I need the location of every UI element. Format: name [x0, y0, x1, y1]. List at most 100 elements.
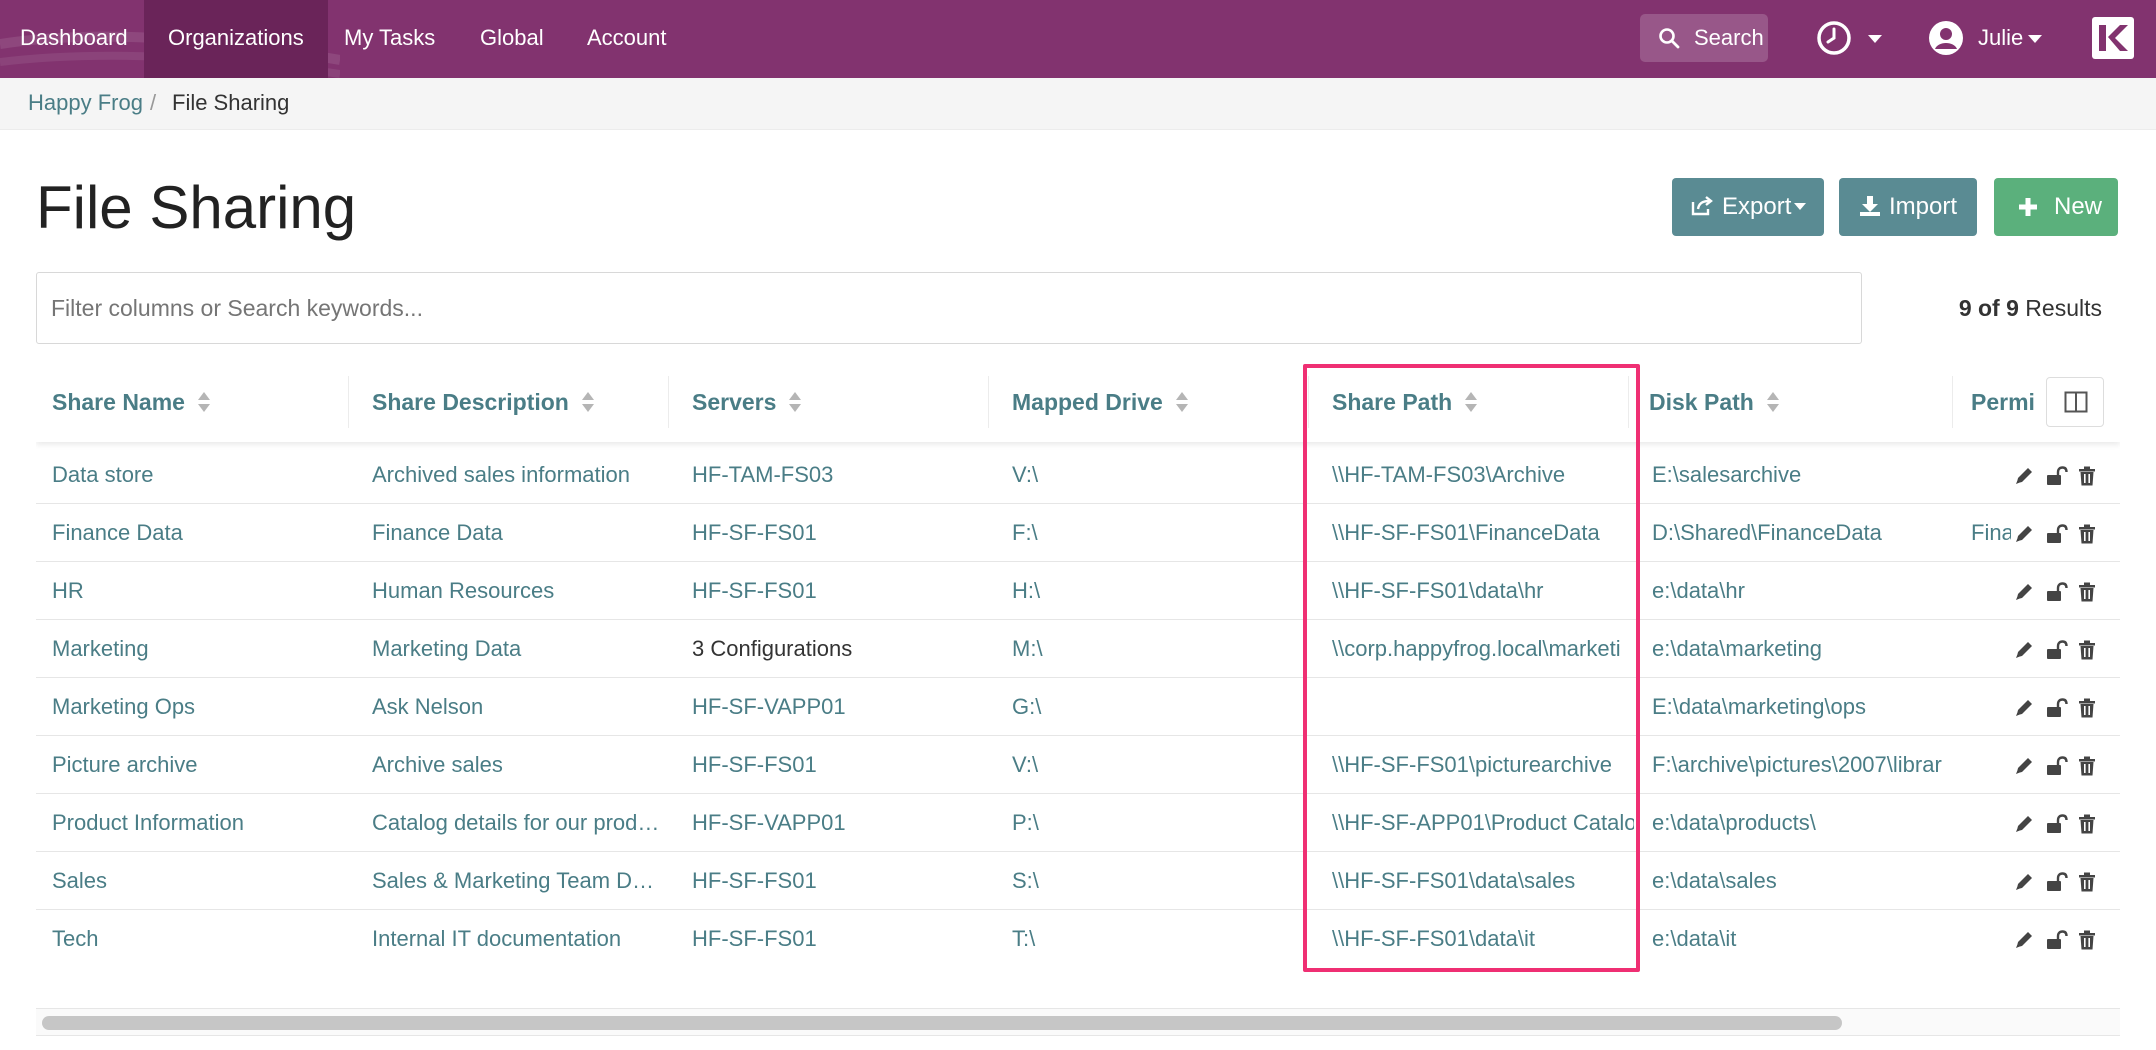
col-header-share-description[interactable]: Share Description [372, 362, 595, 442]
cell-servers[interactable]: HF-SF-FS01 [692, 752, 817, 777]
history-dropdown-caret[interactable] [1868, 35, 1882, 43]
unlock-icon[interactable] [2046, 930, 2068, 950]
cell-servers[interactable]: HF-SF-FS01 [692, 868, 817, 893]
cell-share-name[interactable]: Data store [52, 462, 154, 487]
cell-share-path[interactable]: \\HF-SF-FS01\data\it [1332, 926, 1535, 951]
edit-icon[interactable] [2014, 640, 2034, 660]
trash-icon[interactable] [2078, 814, 2096, 834]
cell-permissions[interactable] [1971, 678, 2011, 736]
cell-share-path[interactable]: \\HF-TAM-FS03\Archive [1332, 462, 1566, 487]
cell-mapped-drive[interactable]: M:\ [1012, 636, 1043, 661]
cell-share-path[interactable]: \\HF-SF-APP01\Product Catalo [1332, 810, 1634, 835]
unlock-icon[interactable] [2046, 582, 2068, 602]
cell-share-name[interactable]: HR [52, 578, 84, 603]
user-dropdown-caret[interactable] [2028, 35, 2042, 43]
cell-servers[interactable]: HF-SF-FS01 [692, 926, 817, 951]
cell-permissions[interactable] [1971, 910, 2011, 967]
cell-share-path[interactable]: \\HF-SF-FS01\FinanceData [1332, 520, 1600, 545]
cell-permissions[interactable] [1971, 794, 2011, 852]
edit-icon[interactable] [2014, 582, 2034, 602]
cell-disk-path[interactable]: e:\data\hr [1652, 578, 1745, 603]
edit-icon[interactable] [2014, 698, 2034, 718]
edit-icon[interactable] [2014, 872, 2034, 892]
new-button[interactable]: New [1994, 178, 2118, 236]
cell-share-description[interactable]: Archived sales information [372, 462, 631, 487]
cell-share-description[interactable]: Internal IT documentation [372, 926, 622, 951]
col-header-share-path[interactable]: Share Path [1332, 362, 1478, 442]
cell-share-description[interactable]: Human Resources [372, 578, 555, 603]
cell-share-name[interactable]: Sales [52, 868, 108, 893]
cell-share-description[interactable]: Sales & Marketing Team Data Sh [372, 868, 664, 893]
nav-global[interactable]: Global [480, 25, 544, 50]
cell-share-name[interactable]: Tech [52, 926, 99, 951]
cell-permissions[interactable] [1971, 562, 2011, 620]
cell-disk-path[interactable]: E:\data\marketing\ops [1652, 694, 1867, 719]
nav-organizations[interactable]: Organizations [144, 0, 328, 78]
cell-servers[interactable]: HF-SF-FS01 [692, 578, 817, 603]
cell-share-name[interactable]: Marketing Ops [52, 694, 196, 719]
nav-my-tasks[interactable]: My Tasks [344, 25, 436, 50]
edit-icon[interactable] [2014, 930, 2034, 950]
unlock-icon[interactable] [2046, 756, 2068, 776]
cell-share-description[interactable]: Marketing Data [372, 636, 522, 661]
unlock-icon[interactable] [2046, 466, 2068, 486]
cell-share-path[interactable]: \\HF-SF-FS01\data\hr [1332, 578, 1544, 603]
export-button[interactable]: Export [1672, 178, 1824, 236]
cell-mapped-drive[interactable]: V:\ [1012, 752, 1039, 777]
unlock-icon[interactable] [2046, 524, 2068, 544]
trash-icon[interactable] [2078, 930, 2096, 950]
cell-permissions[interactable] [1971, 620, 2011, 678]
cell-disk-path[interactable]: e:\data\sales [1652, 868, 1777, 893]
cell-mapped-drive[interactable]: F:\ [1012, 520, 1038, 545]
cell-share-description[interactable]: Archive sales [372, 752, 503, 777]
cell-disk-path[interactable]: e:\data\marketing [1652, 636, 1822, 661]
unlock-icon[interactable] [2046, 872, 2068, 892]
import-button[interactable]: Import [1839, 178, 1977, 236]
trash-icon[interactable] [2078, 756, 2096, 776]
cell-permissions[interactable] [1971, 852, 2011, 910]
nav-dashboard[interactable]: Dashboard [20, 25, 128, 50]
col-header-servers[interactable]: Servers [692, 362, 802, 442]
edit-icon[interactable] [2014, 524, 2034, 544]
cell-permissions[interactable] [1971, 446, 2011, 504]
column-toggle-button[interactable] [2046, 377, 2104, 427]
cell-share-name[interactable]: Picture archive [52, 752, 198, 777]
cell-share-description[interactable]: Ask Nelson [372, 694, 484, 719]
cell-share-path[interactable]: \\HF-SF-FS01\picturearchive [1332, 752, 1612, 777]
unlock-icon[interactable] [2046, 698, 2068, 718]
cell-share-name[interactable]: Product Information [52, 810, 244, 835]
trash-icon[interactable] [2078, 640, 2096, 660]
cell-mapped-drive[interactable]: H:\ [1012, 578, 1041, 603]
cell-share-name[interactable]: Finance Data [52, 520, 183, 545]
cell-disk-path[interactable]: D:\Shared\FinanceData [1652, 520, 1882, 545]
trash-icon[interactable] [2078, 582, 2096, 602]
edit-icon[interactable] [2014, 814, 2034, 834]
trash-icon[interactable] [2078, 466, 2096, 486]
cell-mapped-drive[interactable]: P:\ [1012, 810, 1039, 835]
cell-disk-path[interactable]: e:\data\it [1652, 926, 1737, 951]
col-header-mapped-drive[interactable]: Mapped Drive [1012, 362, 1189, 442]
cell-share-description[interactable]: Finance Data [372, 520, 503, 545]
trash-icon[interactable] [2078, 524, 2096, 544]
cell-share-description[interactable]: Catalog details for our product [372, 810, 664, 835]
cell-mapped-drive[interactable]: V:\ [1012, 462, 1039, 487]
unlock-icon[interactable] [2046, 640, 2068, 660]
trash-icon[interactable] [2078, 872, 2096, 892]
cell-mapped-drive[interactable]: G:\ [1012, 694, 1042, 719]
col-header-share-name[interactable]: Share Name [52, 362, 211, 442]
cell-share-path[interactable]: \\corp.happyfrog.local\marketi [1332, 636, 1621, 661]
brand-logo[interactable] [2092, 17, 2134, 59]
cell-servers[interactable]: HF-SF-VAPP01 [692, 810, 846, 835]
cell-permissions[interactable] [1971, 736, 2011, 794]
nav-account[interactable]: Account [587, 25, 667, 50]
edit-icon[interactable] [2014, 466, 2034, 486]
cell-disk-path[interactable]: E:\salesarchive [1652, 462, 1802, 487]
edit-icon[interactable] [2014, 756, 2034, 776]
unlock-icon[interactable] [2046, 814, 2068, 834]
cell-disk-path[interactable]: F:\archive\pictures\2007\librar [1652, 752, 1942, 777]
col-header-disk-path[interactable]: Disk Path [1649, 362, 1780, 442]
cell-mapped-drive[interactable]: T:\ [1012, 926, 1036, 951]
cell-permissions[interactable]: Fina [1971, 520, 2011, 545]
cell-servers[interactable]: HF-TAM-FS03 [692, 462, 834, 487]
breadcrumb-org-link[interactable]: Happy Frog [28, 90, 143, 115]
